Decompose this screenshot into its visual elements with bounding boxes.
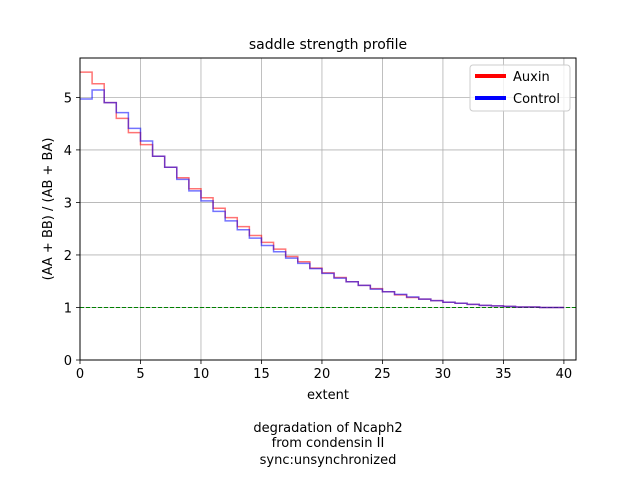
legend-label-control: Control xyxy=(513,92,560,107)
x-tick-label: 40 xyxy=(556,367,573,382)
caption-line-1: degradation of Ncaph2 xyxy=(253,421,403,436)
x-tick-label: 20 xyxy=(314,367,331,382)
y-tick-label: 0 xyxy=(64,354,72,369)
x-axis-label: extent xyxy=(307,388,349,403)
y-tick-label: 5 xyxy=(64,91,72,106)
legend-label-auxin: Auxin xyxy=(513,70,550,85)
y-tick-label: 4 xyxy=(64,144,72,159)
x-tick-label: 15 xyxy=(253,367,270,382)
y-tick-label: 3 xyxy=(64,196,72,211)
x-ticks: 0 5 10 15 20 25 30 35 40 xyxy=(76,360,572,382)
chart-title: saddle strength profile xyxy=(249,37,407,53)
x-tick-label: 10 xyxy=(193,367,210,382)
x-tick-label: 30 xyxy=(435,367,452,382)
series-line-control xyxy=(80,89,564,309)
legend: Auxin Control xyxy=(469,64,571,112)
y-ticks: 0 1 2 3 4 5 xyxy=(64,91,80,369)
x-tick-label: 5 xyxy=(136,367,144,382)
series-layer xyxy=(80,71,564,309)
plot-frame xyxy=(79,57,577,361)
y-axis-label: (AA + BB) / (AB + BA) xyxy=(41,138,56,281)
caption-line-3: sync:unsynchronized xyxy=(259,453,397,468)
y-tick-label: 1 xyxy=(64,301,72,316)
caption-line-2: from condensin II xyxy=(271,436,385,451)
x-tick-label: 35 xyxy=(495,367,512,382)
x-tick-label: 25 xyxy=(374,367,391,382)
y-tick-label: 2 xyxy=(64,249,72,264)
x-tick-label: 0 xyxy=(76,367,84,382)
